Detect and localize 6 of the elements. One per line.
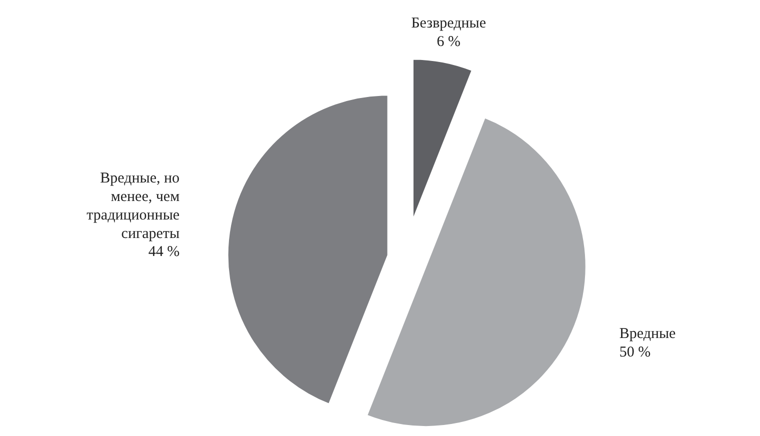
data-label: 6 % <box>436 34 460 50</box>
data-label: 44 % <box>148 244 180 260</box>
slice-label: Безвредные <box>411 15 486 32</box>
slice-label: Вредные, но менее, чем традиционные сигареты <box>86 170 180 242</box>
data-label: 50 % <box>619 344 651 360</box>
slice-label: Вредные <box>619 326 676 342</box>
